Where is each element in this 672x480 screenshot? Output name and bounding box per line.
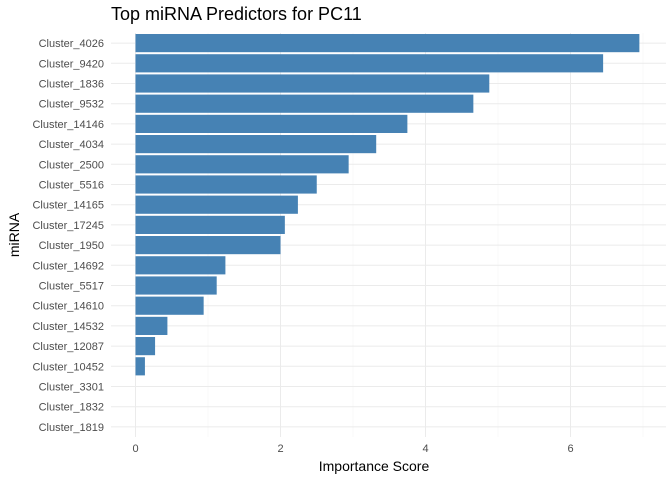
x-tick-labels: 0 2 4 6 [132, 443, 573, 455]
bar-cluster-14532 [135, 316, 168, 335]
y-tick-label: Cluster_5516 [39, 180, 104, 192]
x-axis-title: Importance Score [319, 458, 430, 474]
y-tick-label: Cluster_14610 [32, 301, 104, 313]
x-tick-label: 2 [277, 443, 283, 455]
bar-cluster-1950 [135, 236, 281, 255]
bar-cluster-12087 [135, 337, 156, 356]
y-tick-label: Cluster_17245 [32, 220, 104, 232]
y-tick-label: Cluster_10452 [32, 361, 104, 373]
bar-cluster-5517 [135, 276, 217, 295]
y-tick-label: Cluster_1950 [39, 240, 104, 252]
y-tick-label: Cluster_9532 [39, 99, 104, 111]
y-tick-label: Cluster_9420 [39, 58, 104, 70]
bar-cluster-4026 [135, 34, 640, 53]
y-tick-label: Cluster_12087 [32, 341, 104, 353]
x-tick-label: 0 [132, 443, 138, 455]
y-tick-label: Cluster_2500 [39, 159, 104, 171]
bar-cluster-9532 [135, 94, 474, 113]
bar-cluster-14146 [135, 114, 408, 133]
bar-cluster-1836 [135, 74, 490, 93]
bar-cluster-9420 [135, 54, 604, 73]
bar-cluster-14692 [135, 256, 226, 275]
y-tick-label: Cluster_1836 [39, 79, 104, 91]
y-tick-labels: Cluster_4026 Cluster_9420 Cluster_1836 Clus… [32, 38, 104, 434]
bar-cluster-2500 [135, 155, 349, 174]
y-tick-label: Cluster_14146 [32, 119, 104, 131]
y-tick-label: Cluster_1832 [39, 402, 104, 414]
bar-cluster-17245 [135, 215, 285, 234]
y-tick-label: Cluster_5517 [39, 281, 104, 293]
x-tick-label: 6 [567, 443, 573, 455]
x-tick-label: 4 [422, 443, 428, 455]
chart-title: Top miRNA Predictors for PC11 [111, 4, 362, 24]
grid-lines [111, 33, 666, 437]
y-tick-label: Cluster_4034 [39, 139, 104, 151]
y-axis-title: miRNA [6, 212, 22, 257]
y-tick-label: Cluster_14692 [32, 260, 104, 272]
y-tick-label: Cluster_3301 [39, 382, 104, 394]
bar-cluster-10452 [135, 357, 145, 376]
y-tick-label: Cluster_4026 [39, 38, 104, 50]
bar-cluster-5516 [135, 175, 317, 194]
y-tick-label: Cluster_14532 [32, 321, 104, 333]
bar-cluster-14610 [135, 296, 204, 315]
bar-cluster-4034 [135, 135, 377, 154]
bar-cluster-14165 [135, 195, 298, 214]
y-tick-label: Cluster_14165 [32, 200, 104, 212]
bars [135, 34, 640, 376]
y-tick-label: Cluster_1819 [39, 422, 104, 434]
